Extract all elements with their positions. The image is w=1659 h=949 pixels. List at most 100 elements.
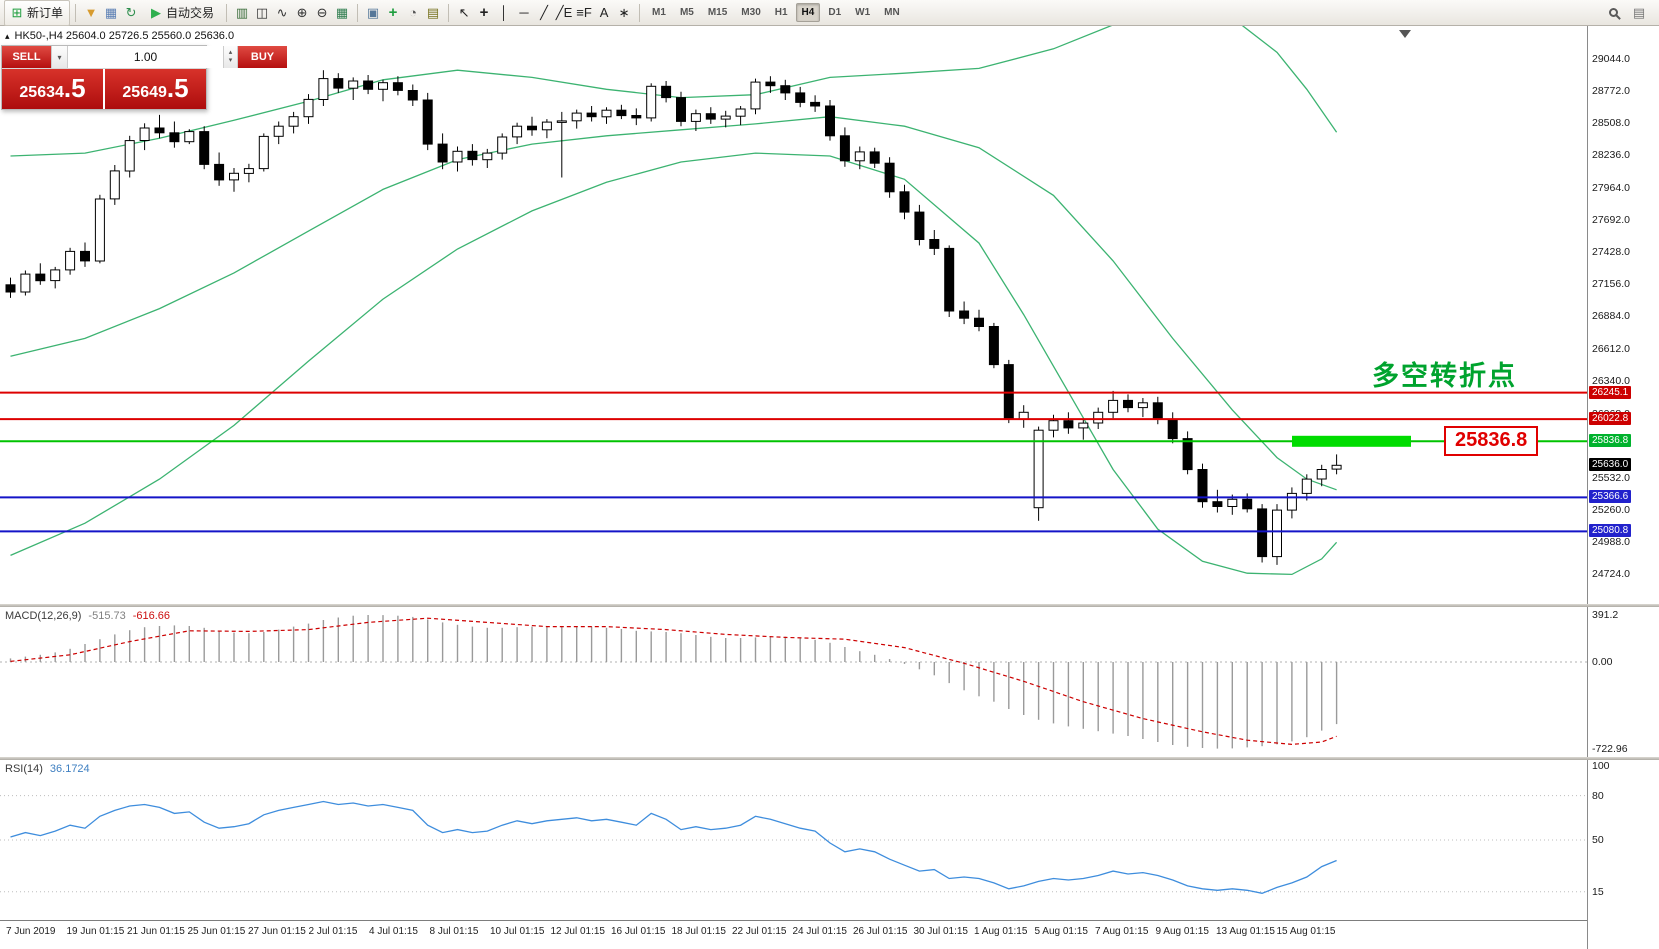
grid-icon[interactable]: ▦ (335, 4, 349, 20)
price-axis-label: 24988.0 (1592, 536, 1630, 549)
candle-body (854, 151, 865, 162)
candle-body (35, 273, 46, 282)
price-axis-marker: 25836.8 (1589, 434, 1632, 448)
line-chart-icon[interactable]: ∿ (276, 4, 288, 20)
timeframe-button-M15[interactable]: M15 (702, 3, 733, 22)
vertical-line-icon[interactable]: │ (499, 4, 509, 20)
bollinger-lower-band (10, 152, 1338, 576)
pane-separator[interactable] (0, 757, 1659, 760)
text-icon[interactable]: A (599, 4, 609, 20)
price-axis-label: 27156.0 (1592, 278, 1630, 291)
price-axis-label: 26612.0 (1592, 342, 1630, 355)
price-axis[interactable]: 29044.0 28772.0 28508.0 28236.0 27964.0 27692… (1587, 26, 1659, 949)
sell-price-button[interactable]: 25634.5 (2, 69, 103, 109)
zoom-out-icon[interactable]: ⊖ (316, 4, 328, 20)
volume-input[interactable] (68, 46, 223, 68)
macd-plot[interactable] (0, 607, 1587, 757)
auto-trading-label: 自动交易 (166, 6, 215, 20)
chart-annotation-text[interactable]: 多空转折点 (1372, 361, 1517, 392)
time-axis-label: 19 Jun 01:15 (66, 926, 125, 937)
price-axis-label: 27964.0 (1592, 181, 1630, 194)
candlestick-chart-icon[interactable]: ◫ (255, 4, 269, 20)
candle-body (646, 85, 657, 119)
price-callout-label[interactable]: 25836.8 (1444, 426, 1539, 456)
arrows-icon[interactable]: ∗ (618, 4, 630, 20)
timeframe-button-M30[interactable]: M30 (735, 3, 766, 22)
timeframe-button-D1[interactable]: D1 (822, 3, 847, 22)
timeframe-toolbar: M1 M5 M15 M30 H1 H4 D1 W1 MN (645, 3, 907, 22)
new-order-button[interactable]: ⊞ 新订单 (4, 0, 71, 26)
toolbar-group-tools: ↖ + │ ─ ╱ ╱E ≡F A ∗ (454, 3, 634, 23)
timeframe-button-H1[interactable]: H1 (769, 3, 794, 22)
candle-body (1331, 464, 1342, 470)
main-chart-plot[interactable] (0, 26, 1587, 604)
cursor-icon[interactable]: ↖ (458, 4, 470, 20)
volume-spinner[interactable]: ▴ ▾ (223, 46, 238, 68)
timeframe-button-W1[interactable]: W1 (849, 3, 876, 22)
buy-button[interactable]: BUY (238, 46, 287, 68)
candle-body (988, 326, 999, 366)
bar-chart-icon[interactable]: ▥ (235, 4, 249, 20)
toolbar: ⊞ 新订单 ▼ ▦ ↻ ▶ 自动交易 ▥ ◫ ∿ ⊕ ⊖ ▦ ▣ + ◔ ▤ ↖ + │ ─ ╱ ╱E ≡F A ∗… (0, 0, 1659, 26)
toolbar-separator (357, 3, 359, 22)
candle-body (914, 211, 925, 241)
market-watch-icon[interactable]: ▦ (104, 4, 118, 20)
candle-body (169, 132, 180, 143)
indicators-icon[interactable]: + (388, 3, 398, 21)
rsi-plot[interactable] (0, 760, 1587, 920)
funnel-icon[interactable]: ▼ (84, 4, 98, 20)
time-axis-label: 2 Jul 01:15 (308, 926, 358, 937)
macd-title: MACD(12,26,9) (5, 610, 82, 622)
time-axis-label: 25 Jun 01:15 (187, 926, 246, 937)
price-axis-label: 28772.0 (1592, 85, 1630, 98)
candle-body (1152, 402, 1163, 420)
rsi-line (10, 800, 1337, 894)
volume-dropdown-icon[interactable]: ▾ (51, 46, 68, 68)
price-axis-marker: 25080.8 (1589, 524, 1632, 538)
horizontal-line-icon[interactable]: ─ (519, 4, 529, 20)
auto-trading-play-icon: ▶ (151, 4, 162, 20)
timeframe-button-MN[interactable]: MN (878, 3, 906, 22)
chart-shift-marker[interactable] (1399, 30, 1411, 38)
auto-trading-button[interactable]: ▶ 自动交易 (143, 0, 221, 26)
macd-pane: MACD(12,26,9) -515.73 -616.66 (0, 607, 1587, 757)
time-axis-label: 27 Jun 01:15 (248, 926, 306, 937)
macd-signal-line (10, 617, 1337, 746)
candle-body (1286, 492, 1297, 511)
candle-body (839, 135, 850, 162)
candle-body (750, 81, 761, 110)
channel-icon[interactable]: ╱E (555, 4, 573, 20)
search-icon[interactable] (1603, 3, 1623, 23)
tile-windows-icon[interactable]: ▣ (366, 4, 380, 20)
candle-body (154, 127, 165, 134)
highlight-segment[interactable] (1292, 435, 1411, 447)
timeframe-button-M1[interactable]: M1 (646, 3, 672, 22)
time-axis-label: 24 Jul 01:15 (792, 926, 848, 937)
candle-body (333, 78, 344, 89)
candle-body (1078, 422, 1089, 429)
quick-search-icon[interactable]: ▤ (1632, 4, 1646, 20)
template-icon[interactable]: ▤ (426, 4, 440, 20)
timeframe-button-H4[interactable]: H4 (795, 3, 821, 22)
zoom-in-icon[interactable]: ⊕ (296, 4, 308, 20)
trendline-icon[interactable]: ╱ (540, 4, 548, 20)
period-icon[interactable]: ◔ (409, 4, 417, 20)
timeframe-button-M5[interactable]: M5 (674, 3, 700, 22)
pane-separator[interactable] (0, 604, 1659, 607)
macd-signal-value: -616.66 (132, 610, 171, 622)
time-axis[interactable]: 7 Jun 2019 19 Jun 01:15 21 Jun 01:15 25 Jun… (0, 920, 1659, 949)
refresh-icon[interactable]: ↻ (125, 4, 137, 20)
time-axis-label: 30 Jul 01:15 (913, 926, 969, 937)
crosshair-icon[interactable]: + (479, 3, 489, 21)
candle-body (929, 239, 940, 249)
candle-body (1048, 420, 1059, 431)
price-axis-label: 28508.0 (1592, 116, 1630, 129)
fibonacci-icon[interactable]: ≡F (576, 4, 592, 20)
candle-body (422, 99, 433, 145)
buy-price-button[interactable]: 25649.5 (105, 69, 206, 109)
sell-button[interactable]: SELL (2, 46, 51, 68)
new-order-icon: ⊞ (11, 4, 23, 20)
buy-price-frac: .5 (166, 73, 189, 103)
candle-body (348, 80, 359, 89)
panel-toggle-icon[interactable]: ▴ (5, 30, 10, 41)
